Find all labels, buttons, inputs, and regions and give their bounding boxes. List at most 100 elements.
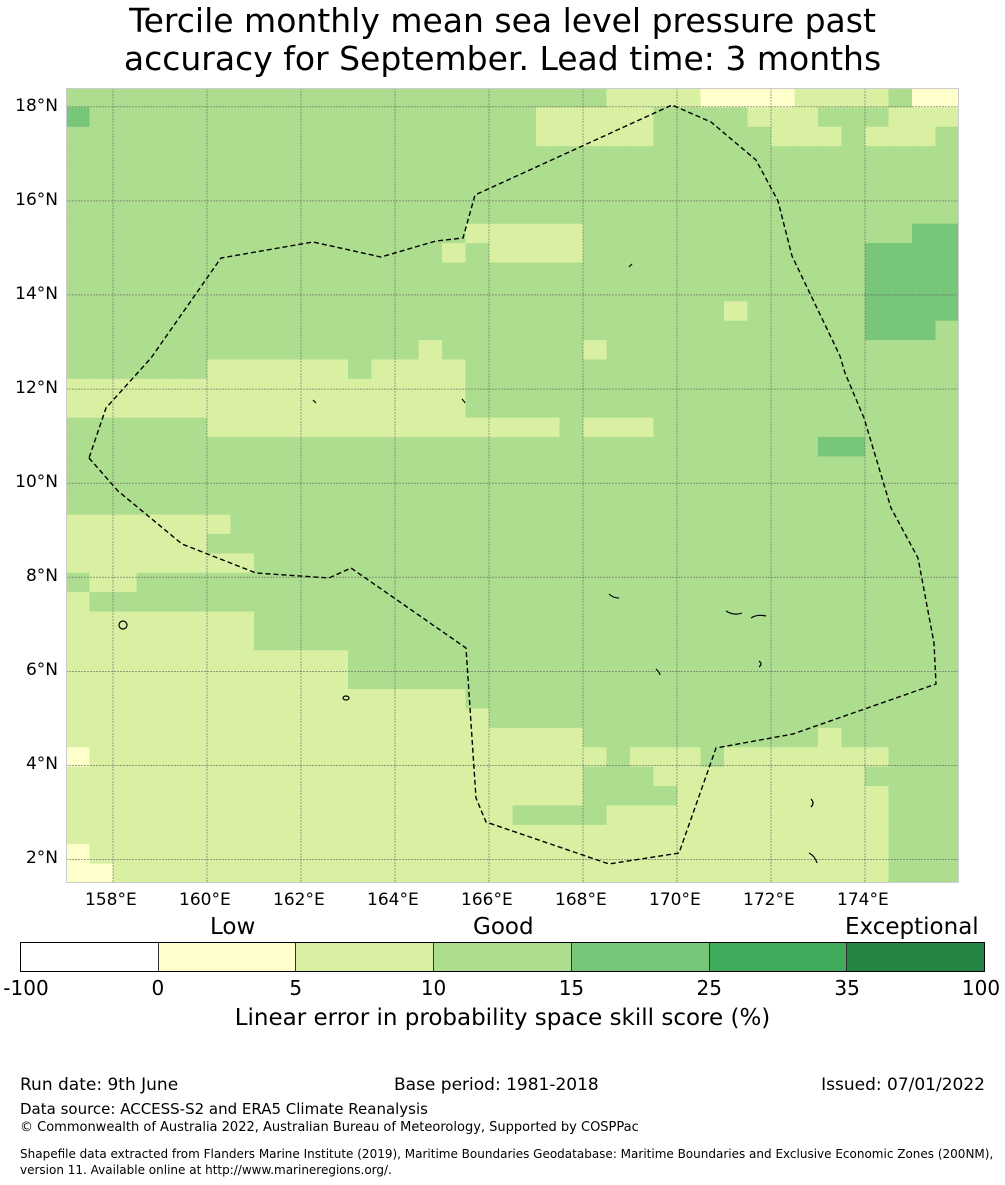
skill-cell <box>700 417 725 438</box>
skill-cell <box>724 340 749 361</box>
colorbar-tick: 15 <box>558 976 585 1000</box>
skill-cell <box>912 184 937 205</box>
skill-cell <box>700 630 725 651</box>
skill-cell <box>66 708 91 729</box>
skill-cell <box>912 243 937 264</box>
skill-cell <box>371 708 396 729</box>
skill-cell <box>888 107 913 128</box>
skill-cell <box>348 708 373 729</box>
skill-cell <box>277 572 302 593</box>
skill-cell <box>442 572 467 593</box>
skill-cell <box>89 805 114 826</box>
skill-cell <box>465 340 490 361</box>
skill-cell <box>841 689 866 710</box>
skill-cell <box>653 320 678 341</box>
skill-cell <box>888 165 913 186</box>
skill-cell <box>630 126 655 147</box>
skill-cell <box>254 592 279 613</box>
skill-cell <box>747 630 772 651</box>
skill-cell <box>818 243 843 264</box>
skill-cell <box>395 456 420 477</box>
skill-cell <box>841 262 866 283</box>
skill-cell <box>348 184 373 205</box>
skill-cell <box>536 495 561 516</box>
skill-cell <box>136 572 161 593</box>
colorbar-segment <box>847 943 985 971</box>
skill-cell <box>395 611 420 632</box>
skill-cell <box>912 533 937 554</box>
skill-cell <box>559 786 584 807</box>
skill-cell <box>254 475 279 496</box>
skill-cell <box>66 301 91 322</box>
skill-cell <box>89 88 114 108</box>
skill-cell <box>724 262 749 283</box>
skill-cell <box>66 786 91 807</box>
skill-cell <box>536 863 561 883</box>
skill-cell <box>89 611 114 632</box>
skill-cell <box>771 824 796 845</box>
skill-cell <box>160 456 185 477</box>
skill-cell <box>512 572 537 593</box>
skill-cell <box>724 611 749 632</box>
skill-cell <box>912 165 937 186</box>
skill-cell <box>583 146 608 167</box>
skill-cell <box>183 437 208 458</box>
skill-cell <box>136 320 161 341</box>
skill-cell <box>465 650 490 671</box>
skill-cell <box>442 863 467 883</box>
skill-cell <box>677 243 702 264</box>
skill-cell <box>66 844 91 865</box>
skill-cell <box>489 126 514 147</box>
skill-cell <box>301 340 326 361</box>
skill-cell <box>512 786 537 807</box>
skill-cell <box>771 146 796 167</box>
skill-cell <box>747 805 772 826</box>
skill-cell <box>395 184 420 205</box>
skill-cell <box>465 863 490 883</box>
skill-cell <box>301 417 326 438</box>
colorbar-segment <box>296 943 435 971</box>
skill-cell <box>794 184 819 205</box>
skill-cell <box>512 243 537 264</box>
skill-cell <box>653 184 678 205</box>
skill-cell <box>794 146 819 167</box>
skill-cell <box>324 184 349 205</box>
skill-cell <box>254 281 279 302</box>
skill-cell <box>865 766 890 787</box>
skill-cell <box>371 689 396 710</box>
skill-cell <box>583 281 608 302</box>
skill-map <box>66 88 959 883</box>
skill-cell <box>442 844 467 865</box>
skill-cell <box>677 475 702 496</box>
skill-cell <box>630 223 655 244</box>
skill-cell <box>324 786 349 807</box>
skill-cell <box>865 727 890 748</box>
skill-cell <box>465 243 490 264</box>
skill-cell <box>865 204 890 225</box>
skill-cell <box>160 281 185 302</box>
skill-cell <box>89 747 114 768</box>
skill-cell <box>559 107 584 128</box>
skill-cell <box>583 533 608 554</box>
skill-cell <box>677 165 702 186</box>
skill-cell <box>794 88 819 108</box>
skill-cell <box>395 630 420 651</box>
skill-cell <box>865 495 890 516</box>
skill-cell <box>677 650 702 671</box>
skill-cell <box>888 533 913 554</box>
skill-cell <box>277 223 302 244</box>
skill-cell <box>724 398 749 419</box>
skill-cell <box>465 572 490 593</box>
skill-cell <box>230 475 255 496</box>
skill-cell <box>794 495 819 516</box>
skill-cell <box>418 223 443 244</box>
skill-cell <box>113 340 138 361</box>
skill-cell <box>512 320 537 341</box>
skill-cell <box>724 359 749 380</box>
skill-cell <box>371 514 396 535</box>
skill-cell <box>489 669 514 690</box>
skill-cell <box>89 727 114 748</box>
skill-cell <box>724 495 749 516</box>
skill-cell <box>301 824 326 845</box>
skill-cell <box>512 553 537 574</box>
